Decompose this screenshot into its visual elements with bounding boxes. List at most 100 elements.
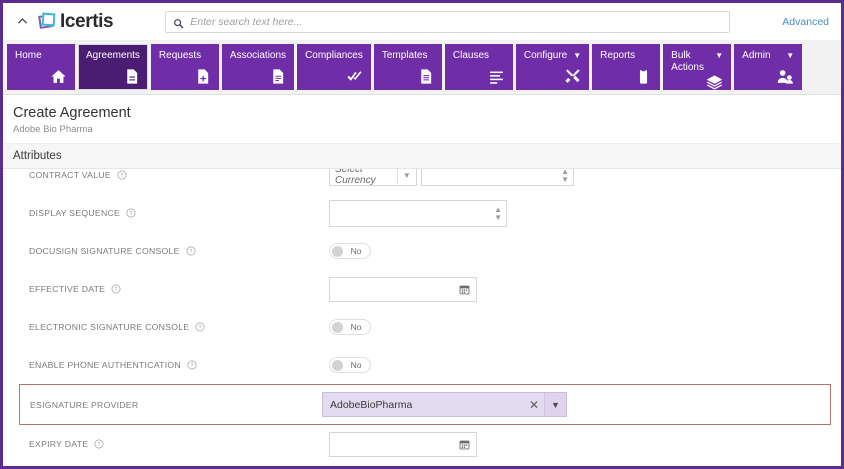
field-label-docusign-signature-console: DOCUSIGN SIGNATURE CONSOLE ?: [29, 246, 329, 256]
question-circle-icon[interactable]: ?: [117, 170, 127, 180]
nav-tab-associations[interactable]: Associations: [221, 44, 295, 90]
field-label-effective-date: EFFECTIVE DATE ?: [29, 284, 329, 294]
toggle-knob: [332, 245, 343, 257]
nav-tab-agreements[interactable]: Agreements: [78, 44, 148, 90]
currency-select[interactable]: Select Currency ▼: [329, 169, 417, 186]
field-control-expiry-date: [329, 431, 477, 457]
field-label-contract-value: CONTRACT VALUE ?: [29, 170, 329, 180]
docusign-signature-console-toggle[interactable]: No: [329, 243, 371, 259]
page-subtitle: Adobe Bio Pharma: [13, 124, 93, 135]
nav-tab-templates[interactable]: Templates: [373, 44, 442, 90]
field-control-effective-date: [329, 276, 477, 302]
chevron-down-icon[interactable]: ▼: [573, 51, 582, 60]
display-sequence-input[interactable]: ▲ ▼: [329, 199, 507, 227]
nav-tab-label: Associations: [229, 50, 287, 61]
question-circle-icon[interactable]: ?: [187, 360, 197, 370]
nav-tab-label: Clauses: [452, 50, 490, 61]
electronic-signature-console-toggle[interactable]: No: [329, 319, 371, 335]
question-circle-icon[interactable]: ?: [94, 439, 104, 449]
toggle-state-label: No: [350, 322, 362, 332]
question-circle-icon[interactable]: ?: [126, 208, 136, 218]
nav-tab-configure[interactable]: Configure ▼: [515, 44, 590, 90]
question-circle-icon[interactable]: ?: [195, 322, 205, 332]
search-area: [113, 10, 782, 33]
field-label-display-sequence: DISPLAY SEQUENCE ?: [29, 208, 329, 218]
spinner-arrows-icon[interactable]: ▲ ▼: [561, 169, 569, 183]
svg-text:?: ?: [189, 249, 192, 255]
field-label-text: CONTRACT VALUE: [29, 170, 111, 180]
attributes-form-scroll[interactable]: CONTRACT VALUE ? Select Currency ▼ ▲ ▼: [3, 169, 841, 466]
chevron-down-icon[interactable]: ▼: [544, 393, 566, 416]
nav-tab-label: Home: [15, 50, 42, 61]
field-label-text: ENABLE PHONE AUTHENTICATION: [29, 360, 181, 370]
field-label-text: EXPIRY DATE: [29, 439, 89, 449]
chevron-down-icon[interactable]: ▼: [715, 51, 724, 60]
svg-text:?: ?: [120, 173, 123, 179]
field-control-electronic-signature-console: No: [329, 319, 371, 335]
nav-tab-requests[interactable]: Requests: [150, 44, 219, 90]
field-row-effective-date: EFFECTIVE DATE ?: [3, 270, 841, 308]
chevron-up-icon[interactable]: [11, 11, 33, 33]
page-title: Create Agreement: [13, 105, 131, 121]
spinner-down-icon[interactable]: ▼: [561, 174, 569, 184]
toggle-knob: [332, 359, 343, 371]
nav-tab-admin[interactable]: Admin ▼: [734, 44, 803, 90]
calendar-icon[interactable]: [459, 439, 470, 450]
spinner-down-icon[interactable]: ▼: [494, 212, 502, 222]
nav-tab-label: Requests: [158, 50, 202, 61]
svg-text:?: ?: [130, 211, 133, 217]
enable-phone-authentication-toggle[interactable]: No: [329, 357, 371, 373]
users-gear-icon: [777, 68, 794, 85]
field-control-docusign-signature-console: No: [329, 243, 371, 259]
esignature-provider-value: AdobeBioPharma: [330, 398, 413, 411]
nav-tab-label: Bulk Actions: [671, 50, 704, 73]
home-icon: [50, 68, 67, 85]
expiry-date-input[interactable]: [329, 431, 477, 457]
double-check-icon: [346, 68, 363, 85]
question-circle-icon[interactable]: ?: [111, 284, 121, 294]
field-label-text: ELECTRONIC SIGNATURE CONSOLE: [29, 322, 190, 332]
nav-tab-bulk-actions[interactable]: Bulk Actions ▼: [663, 44, 732, 90]
nav-tab-label: Compliances: [305, 50, 363, 61]
search-input[interactable]: [190, 15, 723, 28]
nav-tab-label: Reports: [600, 50, 636, 61]
top-bar: Icertis Advanced: [3, 3, 841, 41]
esignature-provider-select[interactable]: AdobeBioPharma ✕ ▼: [322, 392, 567, 417]
field-row-expiry-date: EXPIRY DATE ?: [3, 425, 841, 463]
contract-value-amount-input[interactable]: ▲ ▼: [421, 169, 574, 186]
nav-tab-reports[interactable]: Reports: [592, 44, 661, 90]
svg-text:?: ?: [190, 363, 193, 369]
question-circle-icon[interactable]: ?: [186, 246, 196, 256]
spinner-arrows-icon[interactable]: ▲ ▼: [494, 204, 502, 222]
main-navigation: Home Agreements Requests Associa: [3, 41, 841, 95]
spinner-up-icon[interactable]: ▲: [561, 169, 569, 176]
nav-tab-home[interactable]: Home: [7, 44, 75, 90]
request-doc-icon: [194, 68, 211, 85]
advanced-search-link[interactable]: Advanced: [782, 15, 829, 28]
chevron-down-icon[interactable]: ▼: [786, 51, 795, 60]
search-icon: [173, 16, 184, 29]
attributes-form: CONTRACT VALUE ? Select Currency ▼ ▲ ▼: [3, 169, 841, 463]
calendar-icon[interactable]: [459, 284, 470, 295]
document-icon: [269, 68, 286, 85]
field-label-esignature-provider: ESIGNATURE PROVIDER: [30, 400, 322, 410]
nav-tab-compliances[interactable]: Compliances: [297, 44, 371, 90]
nav-tab-label: Configure: [523, 50, 568, 61]
field-label-text: EFFECTIVE DATE: [29, 284, 106, 294]
brand-logo[interactable]: Icertis: [38, 12, 114, 31]
nav-tab-label: Admin: [742, 50, 771, 61]
close-x-icon[interactable]: ✕: [528, 397, 540, 412]
nav-tab-clauses[interactable]: Clauses: [444, 44, 513, 90]
clause-lines-icon: [488, 68, 505, 85]
search-box[interactable]: [165, 10, 731, 33]
field-label-expiry-date: EXPIRY DATE ?: [29, 439, 329, 449]
field-control-contract-value: Select Currency ▼ ▲ ▼: [329, 169, 574, 186]
field-label-text: ESIGNATURE PROVIDER: [30, 399, 139, 410]
effective-date-input[interactable]: [329, 276, 477, 302]
field-row-esignature-provider: ESIGNATURE PROVIDER AdobeBioPharma ✕ ▼: [19, 384, 831, 425]
spinner-up-icon[interactable]: ▲: [494, 204, 502, 214]
chevron-down-icon[interactable]: ▼: [396, 169, 416, 186]
svg-text:?: ?: [98, 442, 101, 448]
clipboard-icon: [635, 68, 652, 85]
